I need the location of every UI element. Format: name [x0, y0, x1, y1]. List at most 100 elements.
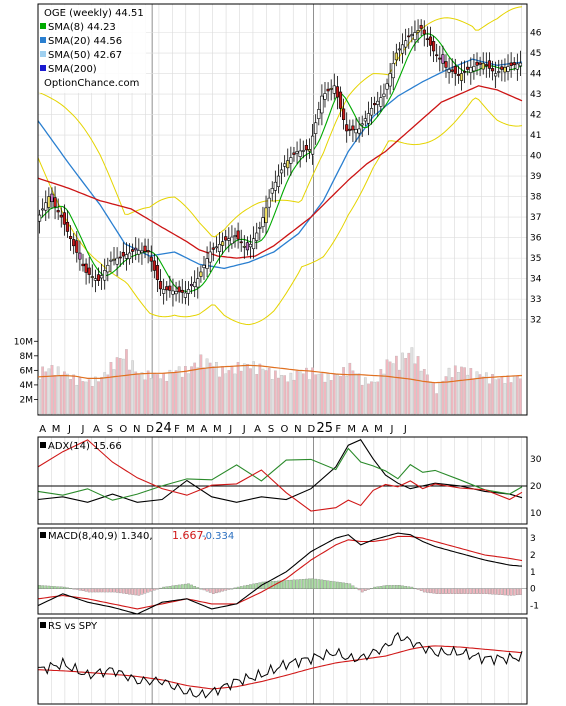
- volume-bar: [131, 360, 134, 415]
- macd-histogram-bar: [336, 581, 339, 589]
- volume-bar: [500, 376, 504, 415]
- volume-bar: [187, 373, 190, 415]
- macd-histogram-bar: [156, 588, 159, 590]
- candle-body: [65, 221, 70, 232]
- macd-histogram-bar: [81, 588, 85, 591]
- macd-histogram-bar: [450, 588, 454, 594]
- macd-histogram-bar: [367, 588, 370, 590]
- macd-histogram-bar: [242, 585, 246, 589]
- volume-bar: [432, 382, 435, 415]
- volume-bar: [47, 368, 51, 415]
- volume-bar: [90, 386, 94, 415]
- macd-histogram-bar: [388, 585, 392, 589]
- volume-bar: [103, 372, 107, 415]
- candle-body: [121, 251, 125, 257]
- macd-histogram-bar: [512, 588, 516, 596]
- volume-bar: [125, 349, 128, 415]
- volume-bar: [66, 373, 69, 415]
- candle-body: [208, 251, 212, 263]
- volume-bar: [252, 361, 255, 415]
- candle-body: [450, 69, 454, 72]
- macd-histogram-bar: [134, 588, 138, 596]
- volume-bar: [298, 371, 302, 415]
- candle-body: [500, 66, 504, 70]
- macd-histogram-bar: [97, 588, 100, 593]
- candle-body: [50, 193, 54, 203]
- macd-histogram-bar: [180, 584, 184, 589]
- macd-histogram-bar: [345, 583, 349, 589]
- macd-histogram-bar: [125, 588, 128, 594]
- volume-bar: [457, 372, 460, 415]
- macd-histogram-bar: [264, 581, 268, 589]
- candle-body: [357, 128, 361, 134]
- x-tick-label: M: [52, 424, 61, 435]
- macd-histogram-bar: [373, 586, 376, 589]
- volume-bar: [81, 381, 85, 415]
- x-tick-label: M: [347, 424, 356, 435]
- macd-histogram-bar: [230, 588, 234, 590]
- volume-bar: [249, 368, 252, 415]
- bollinger-lower-band: [37, 97, 523, 326]
- volume-bar: [109, 362, 113, 415]
- macd-histogram-bar: [41, 585, 45, 589]
- candle-body: [205, 258, 209, 269]
- candle-body: [497, 71, 501, 73]
- volume-bar: [171, 372, 175, 415]
- candle-body: [419, 25, 423, 29]
- candle-body: [400, 44, 405, 54]
- candle-body: [435, 54, 439, 57]
- volume-bar: [100, 376, 103, 415]
- macd-histogram-bar: [165, 586, 169, 589]
- volume-bar: [118, 358, 122, 415]
- volume-bar: [342, 367, 345, 415]
- volume-bar: [308, 379, 311, 415]
- macd-histogram-bar: [370, 588, 373, 590]
- macd-histogram-bar: [118, 588, 122, 594]
- candle-body: [515, 63, 519, 70]
- candle-body: [338, 91, 343, 109]
- candle-body: [56, 210, 60, 213]
- candle-body: [103, 270, 107, 281]
- price-tick-label: 32: [530, 316, 541, 326]
- macd-histogram-bar: [519, 588, 522, 595]
- macd-histogram-bar: [491, 588, 494, 595]
- macd-histogram-bar: [509, 588, 513, 596]
- volume-bar: [258, 363, 262, 415]
- candle-body: [289, 157, 293, 164]
- candle-body: [146, 250, 150, 253]
- macd-histogram-bar: [435, 588, 439, 594]
- candle-body: [276, 175, 281, 187]
- macd-histogram-bar: [401, 585, 404, 589]
- x-tick-label: M: [374, 424, 383, 435]
- candle-body: [84, 263, 88, 273]
- macd-histogram-bar: [385, 585, 389, 589]
- macd-histogram-bar: [193, 586, 197, 589]
- adx-panel: 10 20 30 ADX(14) 15.66: [37, 436, 542, 525]
- x-tick-label: F: [335, 424, 341, 435]
- adx-series-2: [37, 439, 523, 512]
- volume-bar: [320, 373, 324, 415]
- candle-body: [93, 278, 97, 281]
- volume-bar: [509, 382, 513, 415]
- macd-histogram-bar: [444, 588, 448, 594]
- volume-bar: [156, 374, 159, 415]
- volume-bar: [317, 373, 321, 415]
- macd-histogram-bar: [205, 588, 209, 592]
- candle-body: [233, 235, 237, 237]
- volume-tick-label: 4M: [20, 381, 34, 391]
- macd-histogram-bar: [168, 586, 172, 589]
- volume-bar: [44, 371, 48, 415]
- volume-bar: [162, 373, 166, 415]
- candle-body: [227, 238, 231, 241]
- macd-histogram-bar: [202, 588, 206, 591]
- macd-histogram-bar: [233, 587, 237, 589]
- volume-bar: [140, 372, 144, 415]
- volume-bar: [326, 373, 330, 415]
- volume-bar: [413, 363, 417, 415]
- macd-histogram-bar: [323, 580, 327, 589]
- volume-bar: [484, 372, 488, 415]
- macd-histogram-bar: [348, 583, 352, 589]
- macd-histogram-bar: [391, 585, 395, 589]
- candle-body: [369, 108, 374, 116]
- candle-body: [518, 62, 523, 67]
